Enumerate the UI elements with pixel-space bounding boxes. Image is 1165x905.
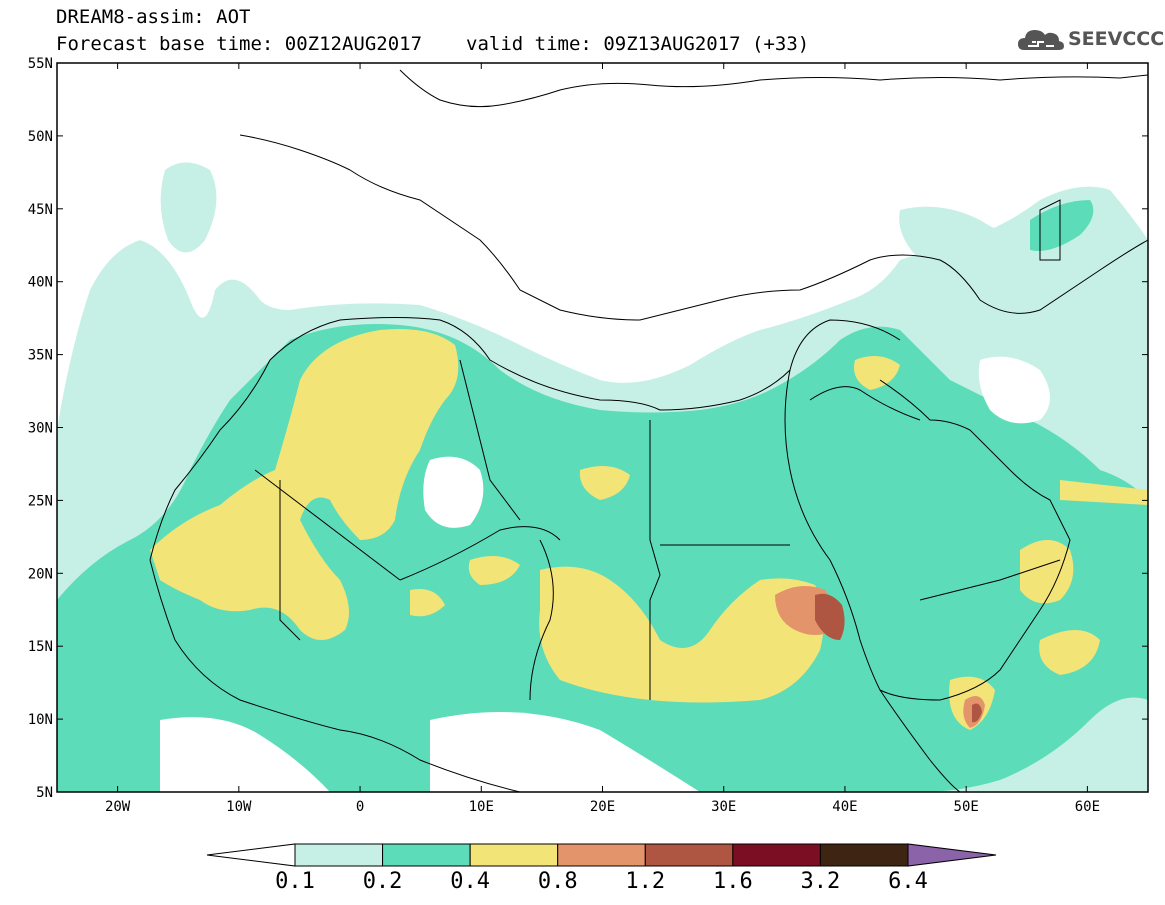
- forecast-base-time: Forecast base time: 00Z12AUG2017: [56, 33, 423, 55]
- aot-level-1-2: [815, 593, 982, 723]
- lat-tick-label: 50N: [28, 129, 53, 145]
- lon-tick-label: 10E: [469, 799, 494, 815]
- colorbar-box: [469, 843, 559, 867]
- lat-tick-label: 25N: [28, 493, 53, 509]
- lat-tick-label: 30N: [28, 421, 53, 437]
- lat-tick-label: 40N: [28, 275, 53, 291]
- cloud-icon: [1018, 30, 1064, 50]
- colorbar-label: 1.6: [712, 869, 753, 894]
- lon-tick-label: 10W: [226, 799, 252, 815]
- coastlines-borders: [149, 69, 1148, 792]
- colorbar-box: [382, 843, 471, 867]
- colorbar-box: [819, 843, 909, 867]
- logo-text: SEEVCCC: [1068, 28, 1165, 50]
- lat-tick-label: 15N: [28, 639, 53, 655]
- colorbar-box: [294, 843, 384, 867]
- lat-tick-label: 35N: [28, 348, 53, 364]
- model-title: DREAM8-assim: AOT: [56, 6, 251, 28]
- aot-field: [57, 63, 1148, 792]
- longitude-axis: 20W 10W 0 10E 20E 30E 40E 50E 60E: [105, 63, 1100, 815]
- colorbar-label: 0.4: [450, 869, 491, 894]
- colorbar-low-arrow: [206, 843, 296, 867]
- lon-tick-label: 60E: [1075, 799, 1100, 815]
- colorbar-high-arrow: [907, 843, 997, 867]
- aot-level-0-4: [150, 329, 1148, 730]
- colorbar-box: [557, 843, 646, 867]
- colorbar-label: 0.2: [362, 869, 403, 894]
- colorbar-box: [644, 843, 734, 867]
- colorbar: [206, 843, 997, 867]
- lon-tick-label: 40E: [832, 799, 857, 815]
- colorbar-box: [732, 843, 821, 867]
- lon-tick-label: 20W: [105, 799, 131, 815]
- colorbar-label: 0.1: [275, 869, 315, 894]
- latitude-axis: 5N 10N 15N 20N 25N 30N 35N 40N 45N 50N 55N: [28, 56, 1148, 801]
- colorbar-label: 3.2: [800, 869, 841, 894]
- lon-tick-label: 0: [356, 799, 364, 815]
- forecast-info: Forecast base time: 00Z12AUG2017 valid ti…: [56, 33, 809, 55]
- lat-tick-label: 5N: [36, 785, 53, 801]
- aot-clear-areas: [160, 356, 1050, 792]
- lat-tick-label: 20N: [28, 566, 53, 582]
- lat-tick-label: 10N: [28, 712, 53, 728]
- colorbar-label: 6.4: [888, 869, 928, 894]
- seevccc-logo: SEEVCCC: [1016, 22, 1164, 56]
- lat-tick-label: 55N: [28, 56, 53, 72]
- lat-tick-label: 45N: [28, 202, 53, 218]
- lon-tick-label: 50E: [954, 799, 979, 815]
- lon-tick-label: 30E: [711, 799, 736, 815]
- lon-tick-label: 20E: [590, 799, 615, 815]
- valid-time: valid time: 09Z13AUG2017 (+33): [466, 33, 810, 55]
- colorbar-label: 1.2: [625, 869, 666, 894]
- colorbar-label: 0.8: [537, 869, 578, 894]
